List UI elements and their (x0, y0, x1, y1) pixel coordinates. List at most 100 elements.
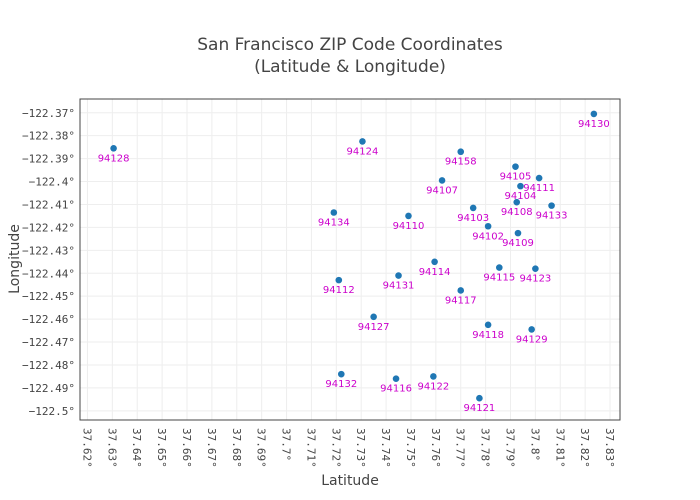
y-tick-labels: −122.37° −122.38° −122.39° −122.4° −122.41° −… (22, 107, 75, 418)
x-tick-label: 37.71° (304, 428, 317, 468)
data-point-94107 (438, 177, 446, 184)
data-point-94115 (496, 264, 503, 271)
y-tick-label: −122.47° (22, 336, 75, 349)
data-point-94108 (513, 198, 521, 206)
data-point-94118 (484, 321, 492, 329)
y-tick-label: −122.49° (22, 382, 75, 395)
x-axis-title: Latitude (321, 473, 379, 489)
data-point-94102 (484, 222, 492, 230)
data-points (110, 110, 598, 402)
data-point-94124 (359, 138, 366, 145)
point-label-94127: 94127 (358, 322, 390, 333)
x-tick-label: 37.78° (479, 428, 492, 468)
point-label-94117: 94117 (445, 295, 477, 306)
data-point-94123 (532, 265, 539, 272)
point-label-94131: 94131 (383, 281, 415, 292)
point-label-94108: 94108 (501, 207, 533, 218)
point-label-94103: 94103 (457, 213, 489, 224)
x-tick-label: 37.63° (105, 428, 118, 468)
x-tick-label: 37.79° (504, 428, 517, 468)
point-label-94109: 94109 (502, 238, 534, 249)
x-tick-label: 37.82° (578, 428, 591, 468)
point-label-94128: 94128 (98, 153, 130, 164)
x-tick-label: 37.67° (205, 428, 218, 468)
y-tick-label: −122.4° (29, 176, 75, 189)
point-label-94116: 94116 (380, 384, 412, 395)
x-tick-label: 37.75° (404, 428, 417, 468)
x-tick-label: 37.65° (155, 428, 168, 468)
point-label-94122: 94122 (417, 381, 449, 392)
grid-lines (80, 99, 620, 420)
point-label-94132: 94132 (325, 379, 357, 390)
chart-title-line-1: San Francisco ZIP Code Coordinates (197, 35, 503, 55)
y-tick-label: −122.41° (22, 198, 75, 211)
data-point-94121 (476, 394, 483, 402)
y-tick-label: −122.46° (22, 313, 75, 326)
x-tick-label: 37.83° (603, 428, 616, 468)
data-point-94116 (392, 375, 400, 383)
data-point-94130 (590, 110, 598, 118)
data-point-94114 (431, 258, 438, 266)
chart-title-line-2: (Latitude & Longitude) (254, 57, 446, 77)
point-label-94158: 94158 (445, 157, 477, 168)
data-point-94133 (548, 202, 555, 209)
plot-frame (79, 98, 621, 421)
x-tick-label: 37.68° (230, 428, 243, 468)
x-tick-label: 37.69° (255, 428, 268, 468)
point-label-94104: 94104 (505, 191, 537, 202)
x-tick-label: 37.66° (180, 428, 193, 468)
data-point-94132 (337, 370, 345, 378)
point-label-94111: 94111 (523, 183, 555, 194)
y-tick-label: −122.38° (22, 130, 75, 143)
data-point-94128 (110, 144, 117, 152)
data-point-94131 (395, 272, 402, 279)
point-label-94102: 94102 (472, 231, 504, 242)
x-tick-label: 37.8° (528, 428, 541, 461)
data-point-94109 (514, 229, 522, 237)
x-tick-labels: 37.62° 37.63° 37.64° 37.65° 37.66° 37.67° 37.6… (80, 428, 616, 468)
point-label-94133: 94133 (536, 211, 568, 222)
data-point-94112 (335, 276, 343, 284)
point-label-94134: 94134 (318, 217, 350, 228)
x-tick-label: 37.64° (130, 428, 143, 468)
data-point-94103 (469, 204, 477, 212)
point-label-94107: 94107 (426, 185, 458, 196)
data-point-94127 (370, 313, 377, 321)
data-point-94105 (512, 163, 519, 170)
y-tick-label: −122.5° (29, 405, 75, 418)
point-label-94130: 94130 (578, 119, 610, 130)
data-point-94134 (330, 209, 338, 216)
x-tick-label: 37.7° (280, 428, 293, 461)
y-tick-label: −122.39° (22, 153, 75, 166)
x-tick-label: 37.77° (454, 428, 467, 468)
y-tick-label: −122.45° (22, 290, 75, 303)
point-label-94110: 94110 (393, 221, 425, 232)
x-tick-label: 37.72° (329, 428, 342, 468)
point-label-94124: 94124 (347, 146, 379, 157)
x-tick-label: 37.73° (354, 428, 367, 468)
point-label-94105: 94105 (500, 172, 532, 183)
point-label-94129: 94129 (516, 334, 548, 345)
x-tick-label: 37.62° (80, 428, 93, 468)
point-label-94112: 94112 (323, 285, 355, 296)
y-tick-label: −122.43° (22, 244, 75, 257)
data-point-94158 (457, 148, 465, 156)
data-point-94110 (405, 212, 412, 220)
point-label-94121: 94121 (463, 403, 495, 414)
point-label-94115: 94115 (483, 273, 515, 284)
y-axis-title: Longitude (7, 224, 23, 294)
y-tick-label: −122.37° (22, 107, 75, 120)
data-point-94111 (535, 174, 543, 182)
x-tick-label: 37.81° (553, 428, 566, 468)
data-point-94117 (457, 287, 465, 294)
point-label-94118: 94118 (472, 330, 504, 341)
x-tick-label: 37.74° (379, 428, 392, 468)
point-label-94114: 94114 (419, 267, 451, 278)
data-point-94122 (430, 373, 437, 380)
y-tick-label: −122.42° (22, 221, 75, 234)
data-point-94104 (517, 182, 524, 190)
y-tick-label: −122.48° (22, 359, 75, 372)
